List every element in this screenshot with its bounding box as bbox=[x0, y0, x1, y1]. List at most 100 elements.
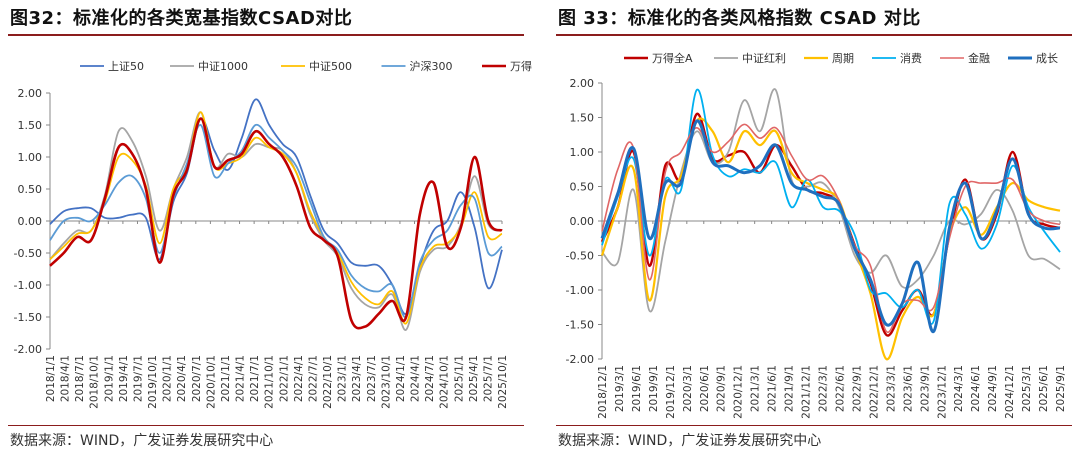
legend-label: 成长 bbox=[1036, 52, 1058, 65]
legend-label: 中证红利 bbox=[742, 52, 786, 65]
legend-item: 万得全A bbox=[624, 51, 693, 65]
y-tick-label: -0.50 bbox=[14, 247, 42, 260]
legend-label: 沪深300 bbox=[410, 59, 453, 73]
x-tick-label: 2023/9/1 bbox=[919, 365, 931, 412]
title-divider bbox=[8, 34, 524, 36]
legend: 上证50 中证1000 中证500 沪深300 万得全A bbox=[80, 59, 532, 73]
x-tick-label: 2022/9/1 bbox=[851, 365, 863, 412]
x-tick-label: 2023/7/1 bbox=[366, 355, 378, 402]
footer-divider bbox=[556, 425, 1072, 426]
x-tick-label: 2020/9/1 bbox=[716, 365, 728, 412]
x-tick-label: 2023/10/1 bbox=[380, 355, 392, 409]
legend-item: 中证红利 bbox=[714, 52, 786, 65]
x-tick-label: 2024/12/1 bbox=[1004, 365, 1016, 419]
series-line bbox=[601, 88, 1061, 313]
series-line bbox=[49, 98, 503, 315]
chart-svg-style-index: 万得全A 中证红利 周期 消费 金融 成长 2.00 1.50 1.00 0.50 0.00 -0.5… bbox=[566, 51, 1067, 419]
y-tick-label: 0.00 bbox=[570, 215, 595, 228]
y-tick-label: 0.00 bbox=[18, 215, 43, 228]
x-tick-label: 2025/1/1 bbox=[453, 355, 465, 402]
x-tick-label: 2025/7/1 bbox=[482, 355, 494, 402]
legend-item: 中证500 bbox=[281, 60, 352, 73]
legend-item: 消费 bbox=[872, 51, 922, 65]
legend-item: 上证50 bbox=[80, 60, 144, 73]
x-tick-label: 2021/10/1 bbox=[264, 355, 276, 409]
x-tick-label: 2023/3/1 bbox=[885, 365, 897, 412]
legend-item: 金融 bbox=[940, 51, 990, 65]
x-tick-label: 2019/3/1 bbox=[614, 365, 626, 412]
legend-label: 中证1000 bbox=[198, 60, 248, 73]
x-tick-label: 2023/1/1 bbox=[337, 355, 349, 402]
x-tick-label: 2022/12/1 bbox=[868, 365, 880, 419]
series-line bbox=[49, 123, 503, 318]
legend-label: 金融 bbox=[968, 51, 990, 65]
x-tick-label: 2022/3/1 bbox=[818, 365, 830, 412]
x-tick-label: 2021/12/1 bbox=[801, 365, 813, 419]
x-tick-label: 2025/4/1 bbox=[468, 355, 480, 402]
y-tick-label: -1.50 bbox=[566, 319, 594, 332]
x-tick-label: 2024/3/1 bbox=[953, 365, 965, 412]
x-tick-label: 2024/1/1 bbox=[395, 355, 407, 402]
x-tick-label: 2023/12/1 bbox=[936, 365, 948, 419]
x-tick-label: 2023/4/1 bbox=[351, 355, 363, 402]
y-tick-label: -2.00 bbox=[14, 343, 42, 356]
x-tick-label: 2025/9/1 bbox=[1055, 365, 1067, 412]
title-divider bbox=[556, 34, 1072, 36]
legend-label: 上证50 bbox=[108, 60, 144, 73]
legend-label: 万得全A bbox=[652, 51, 693, 65]
y-tick-label: 2.00 bbox=[570, 77, 595, 90]
legend-item: 沪深300 bbox=[381, 59, 453, 73]
legend-item: 万得全A bbox=[482, 59, 532, 73]
series-line bbox=[600, 119, 1061, 333]
x-tick-label: 2019/6/1 bbox=[631, 365, 643, 412]
y-tick-label: -1.00 bbox=[566, 284, 594, 297]
legend-item: 成长 bbox=[1008, 52, 1058, 65]
x-tick-label: 2024/9/1 bbox=[987, 365, 999, 412]
x-tick-label: 2018/10/1 bbox=[89, 355, 101, 409]
x-tick-label: 2019/1/1 bbox=[103, 355, 115, 402]
x-tick-label: 2021/6/1 bbox=[767, 365, 779, 412]
x-tick-label: 2022/4/1 bbox=[293, 355, 305, 402]
x-tick-label: 2020/1/1 bbox=[162, 355, 174, 402]
y-tick-label: -0.50 bbox=[566, 250, 594, 263]
x-tick-label: 2022/10/1 bbox=[322, 355, 334, 409]
source-note: 数据来源：WIND，广发证券发展研究中心 bbox=[558, 433, 822, 449]
x-tick-label: 2019/10/1 bbox=[147, 355, 159, 409]
x-tick-label: 2020/12/1 bbox=[733, 365, 745, 419]
y-tick-label: -2.00 bbox=[566, 353, 594, 366]
x-tick-label: 2021/4/1 bbox=[235, 355, 247, 402]
x-tick-label: 2018/4/1 bbox=[60, 355, 72, 402]
x-tick-label: 2020/10/1 bbox=[205, 355, 217, 409]
x-tick-label: 2020/4/1 bbox=[176, 355, 188, 402]
x-tick-label: 2019/9/1 bbox=[648, 365, 660, 412]
x-tick-label: 2018/1/1 bbox=[45, 355, 57, 402]
legend-label: 万得全A bbox=[510, 59, 532, 73]
y-tick-label: 2.00 bbox=[18, 87, 43, 100]
x-tick-label: 2019/4/1 bbox=[118, 355, 130, 402]
chart-title: 图32：标准化的各类宽基指数CSAD对比 bbox=[10, 8, 353, 29]
y-tick-label: -1.00 bbox=[14, 279, 42, 292]
x-tick-label: 2025/10/1 bbox=[497, 355, 509, 409]
series-line bbox=[600, 117, 1061, 361]
y-tick-label: 0.50 bbox=[570, 181, 595, 194]
x-tick-label: 2024/4/1 bbox=[410, 355, 422, 402]
series-line bbox=[49, 117, 503, 330]
x-tick-label: 2018/7/1 bbox=[74, 355, 86, 402]
x-tick-label: 2025/3/1 bbox=[1021, 365, 1033, 412]
series-line bbox=[601, 88, 1061, 325]
chart-panel-broad-index: 图32：标准化的各类宽基指数CSAD对比 上证50 中证1000 中证500 沪深30… bbox=[0, 0, 532, 456]
legend: 万得全A 中证红利 周期 消费 金融 成长 bbox=[624, 51, 1058, 65]
legend-item: 周期 bbox=[804, 52, 854, 65]
x-tick-label: 2021/1/1 bbox=[220, 355, 232, 402]
y-tick-label: 1.50 bbox=[18, 119, 43, 132]
chart-title: 图 33：标准化的各类风格指数 CSAD 对比 bbox=[558, 8, 921, 29]
series-line bbox=[601, 123, 1061, 334]
y-tick-label: 1.50 bbox=[570, 112, 595, 125]
x-tick-label: 2024/10/1 bbox=[439, 355, 451, 409]
x-tick-label: 2020/6/1 bbox=[699, 365, 711, 412]
x-tick-label: 2025/6/1 bbox=[1038, 365, 1050, 412]
source-note: 数据来源：WIND，广发证券发展研究中心 bbox=[10, 433, 274, 449]
legend-label: 消费 bbox=[900, 51, 922, 65]
x-tick-label: 2022/6/1 bbox=[834, 365, 846, 412]
x-tick-label: 2024/7/1 bbox=[424, 355, 436, 402]
